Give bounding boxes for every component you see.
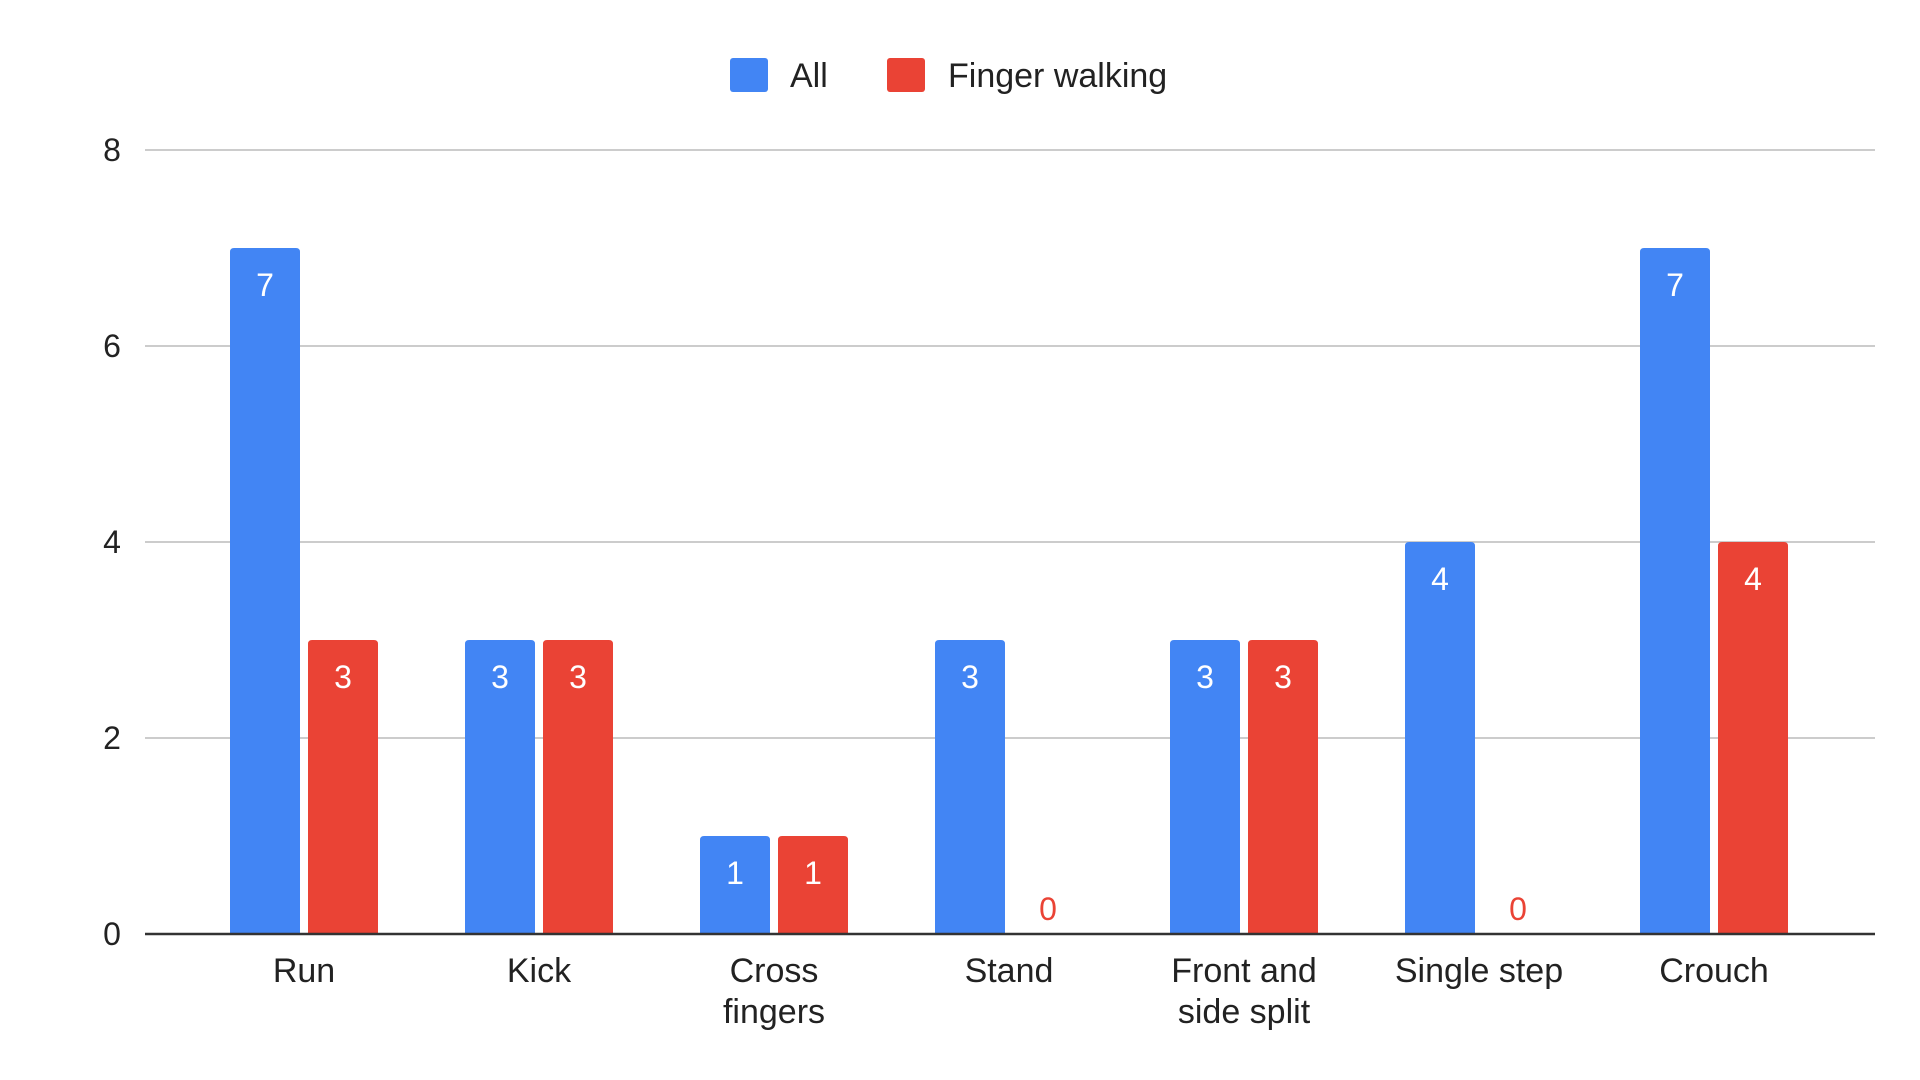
x-category-label: Cross fingers xyxy=(723,952,825,1031)
x-category-label: Run xyxy=(273,952,335,990)
bar-all xyxy=(935,640,1005,934)
legend-label: All xyxy=(790,57,828,95)
bar-finger-walking xyxy=(778,836,848,934)
y-tick-label: 2 xyxy=(103,720,121,756)
bar-finger-walking xyxy=(1248,640,1318,934)
data-label: 1 xyxy=(804,855,822,891)
x-category-label: Kick xyxy=(507,952,572,990)
x-category-label: Stand xyxy=(965,952,1054,990)
data-label: 0 xyxy=(1039,891,1057,927)
data-label: 3 xyxy=(1274,659,1292,695)
data-label: 0 xyxy=(1509,891,1527,927)
x-category-label: Single step xyxy=(1395,952,1563,990)
data-label: 4 xyxy=(1744,561,1762,597)
legend-label: Finger walking xyxy=(948,57,1167,95)
y-tick-label: 0 xyxy=(103,916,121,952)
legend-swatch xyxy=(730,58,768,92)
bar-finger-walking xyxy=(543,640,613,934)
data-label: 7 xyxy=(256,267,274,303)
data-label: 3 xyxy=(961,659,979,695)
gridlines xyxy=(145,149,1875,739)
data-label: 4 xyxy=(1431,561,1449,597)
bar-all xyxy=(1170,640,1240,934)
bar-all xyxy=(465,640,535,934)
data-label: 3 xyxy=(491,659,509,695)
bar-finger-walking xyxy=(308,640,378,934)
y-tick-label: 6 xyxy=(103,328,121,364)
bars: 7 3 1 3 3 4 7 3 3 1 0 3 0 4 xyxy=(230,248,1788,934)
data-label: 3 xyxy=(569,659,587,695)
y-tick-label: 4 xyxy=(103,524,121,560)
bar-finger-walking xyxy=(1718,542,1788,934)
legend: All Finger walking xyxy=(730,57,1167,95)
data-label: 7 xyxy=(1666,267,1684,303)
bar-all xyxy=(230,248,300,934)
data-label: 3 xyxy=(1196,659,1214,695)
x-category-label: Crouch xyxy=(1659,952,1769,990)
x-category-label: Front and side split xyxy=(1171,952,1317,1031)
axes: 0 2 4 6 8 Run Kick Cross fingers Stand Front and si… xyxy=(103,132,1875,1031)
bar-all xyxy=(1405,542,1475,934)
bar-all xyxy=(700,836,770,934)
y-tick-label: 8 xyxy=(103,132,121,168)
legend-swatch xyxy=(887,58,925,92)
data-label: 3 xyxy=(334,659,352,695)
data-label: 1 xyxy=(726,855,744,891)
bar-all xyxy=(1640,248,1710,934)
